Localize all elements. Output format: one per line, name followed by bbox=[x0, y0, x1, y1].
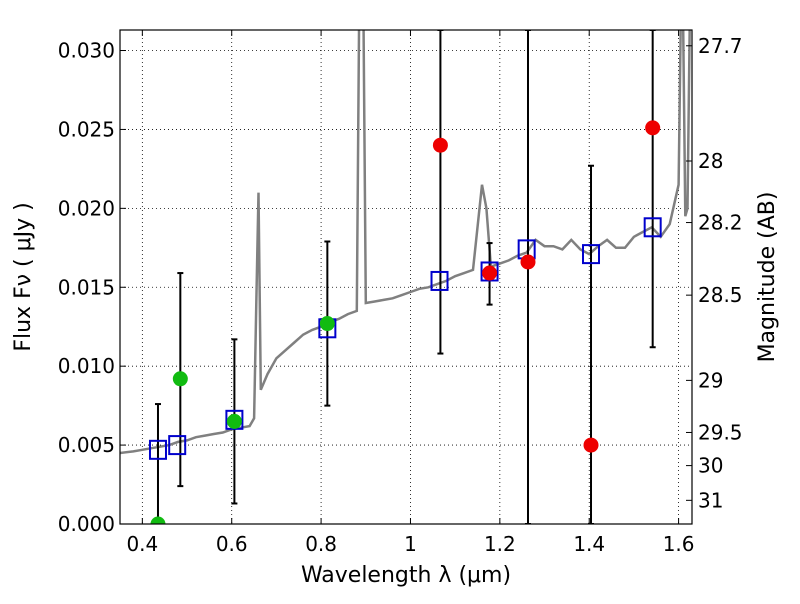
plot-frame bbox=[119, 29, 693, 525]
y2-tick-label: 29 bbox=[698, 368, 723, 392]
y2-tick-label: 30 bbox=[698, 454, 723, 478]
x-tick-label: 1 bbox=[404, 532, 417, 556]
y-tick-label: 0.025 bbox=[58, 117, 115, 141]
model-flux-square bbox=[582, 244, 601, 265]
template-spectrum-line bbox=[120, 30, 691, 455]
model-fluxes bbox=[148, 217, 662, 460]
y2-axis-ticks: 27.7 28 28.2 28.5 29 29.5 30 31 bbox=[686, 34, 743, 512]
y2-axis-title: Magnitude (AB) bbox=[755, 192, 780, 363]
plot-area bbox=[120, 30, 691, 524]
x-axis-title: Wavelength λ (μm) bbox=[301, 563, 511, 588]
x-tick-label: 0.4 bbox=[126, 532, 158, 556]
x-tick-label: 0.8 bbox=[305, 532, 337, 556]
observed-red-points bbox=[432, 120, 661, 453]
observed-green-point bbox=[319, 316, 335, 332]
observed-red-point bbox=[520, 254, 536, 270]
model-flux-square bbox=[148, 439, 167, 460]
y-tick-label: 0.015 bbox=[58, 275, 115, 299]
y2-tick-label: 31 bbox=[698, 488, 723, 512]
observed-red-point bbox=[583, 437, 599, 453]
y-tick-label: 0.000 bbox=[58, 512, 115, 536]
observed-red-point bbox=[432, 137, 448, 153]
observed-green-points bbox=[150, 316, 335, 524]
x-tick-label: 1.2 bbox=[484, 532, 516, 556]
y-tick-label: 0.010 bbox=[58, 354, 115, 378]
y2-tick-label: 28.2 bbox=[698, 211, 743, 235]
x-tick-label: 1.4 bbox=[573, 532, 605, 556]
observed-green-point bbox=[226, 413, 242, 429]
x-axis-ticks: 0.4 0.6 0.8 1 1.2 1.4 1.6 bbox=[126, 30, 695, 556]
model-flux-square bbox=[643, 217, 662, 238]
observed-green-point bbox=[172, 371, 188, 387]
model-flux-square bbox=[430, 270, 449, 291]
y-tick-label: 0.030 bbox=[58, 39, 115, 63]
grid bbox=[120, 30, 692, 525]
y2-tick-label: 27.7 bbox=[698, 34, 743, 58]
y-axis-title: Flux Fν ( μJy ) bbox=[11, 202, 36, 351]
error-bars bbox=[154, 30, 656, 524]
model-flux-square bbox=[168, 435, 187, 456]
observed-red-point bbox=[645, 120, 661, 136]
y2-tick-label: 28.5 bbox=[698, 283, 743, 307]
observed-red-point bbox=[482, 265, 498, 281]
y-axis-ticks: 0.000 0.005 0.010 0.015 0.020 0.025 0.030 bbox=[58, 39, 126, 536]
y-tick-label: 0.005 bbox=[58, 433, 115, 457]
observed-green-point bbox=[150, 516, 166, 524]
y2-tick-label: 29.5 bbox=[698, 420, 743, 444]
x-tick-label: 1.6 bbox=[663, 532, 695, 556]
y2-tick-label: 28 bbox=[698, 149, 723, 173]
x-tick-label: 0.6 bbox=[216, 532, 248, 556]
y-tick-label: 0.020 bbox=[58, 196, 115, 220]
